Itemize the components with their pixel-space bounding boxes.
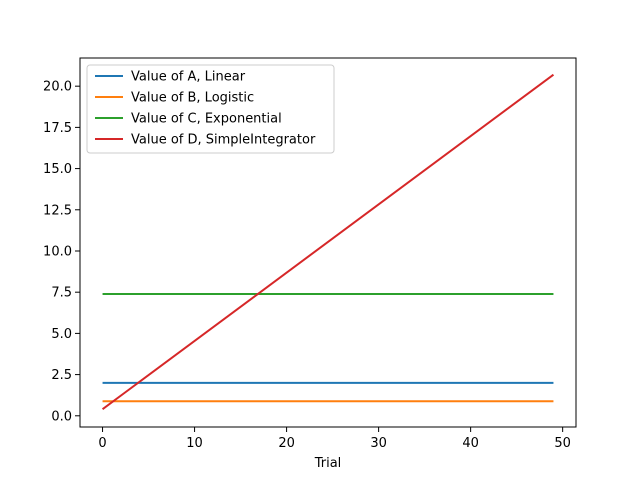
series-line-d	[101, 73, 555, 411]
legend-label: Value of B, Logistic	[131, 91, 254, 106]
legend-box	[86, 64, 335, 154]
x-tick-label: 50	[554, 436, 571, 451]
x-tick-label: 0	[98, 436, 106, 451]
x-tick-label: 20	[278, 436, 295, 451]
legend-label: Value of D, SimpleIntegrator	[131, 133, 316, 148]
y-tick-label: 15.0	[43, 162, 72, 177]
y-tick-label: 0.0	[51, 409, 72, 424]
y-tick-label: 5.0	[51, 327, 72, 342]
x-tick-label: 10	[186, 436, 203, 451]
y-tick-label: 20.0	[43, 80, 72, 95]
y-axis-ticks: 0.0 2.5 5.0 7.5 10.0 12.5 15.0 17.5 20.0	[43, 80, 80, 424]
x-tick-label: 30	[370, 436, 387, 451]
y-tick-label: 7.5	[51, 286, 72, 301]
y-tick-label: 17.5	[43, 121, 72, 136]
legend-label: Value of A, Linear	[131, 70, 246, 85]
legend-label: Value of C, Exponential	[131, 112, 282, 127]
y-tick-label: 10.0	[43, 244, 72, 259]
x-axis-label: Trial	[314, 456, 342, 471]
series-layer	[101, 73, 555, 411]
x-axis-ticks: 0 10 20 30 40 50	[98, 427, 571, 451]
legend: Value of A, Linear Value of B, Logistic Va…	[86, 64, 335, 154]
x-tick-label: 40	[462, 436, 479, 451]
y-tick-label: 2.5	[51, 368, 72, 383]
plot-frame	[79, 57, 577, 428]
y-tick-label: 12.5	[43, 203, 72, 218]
